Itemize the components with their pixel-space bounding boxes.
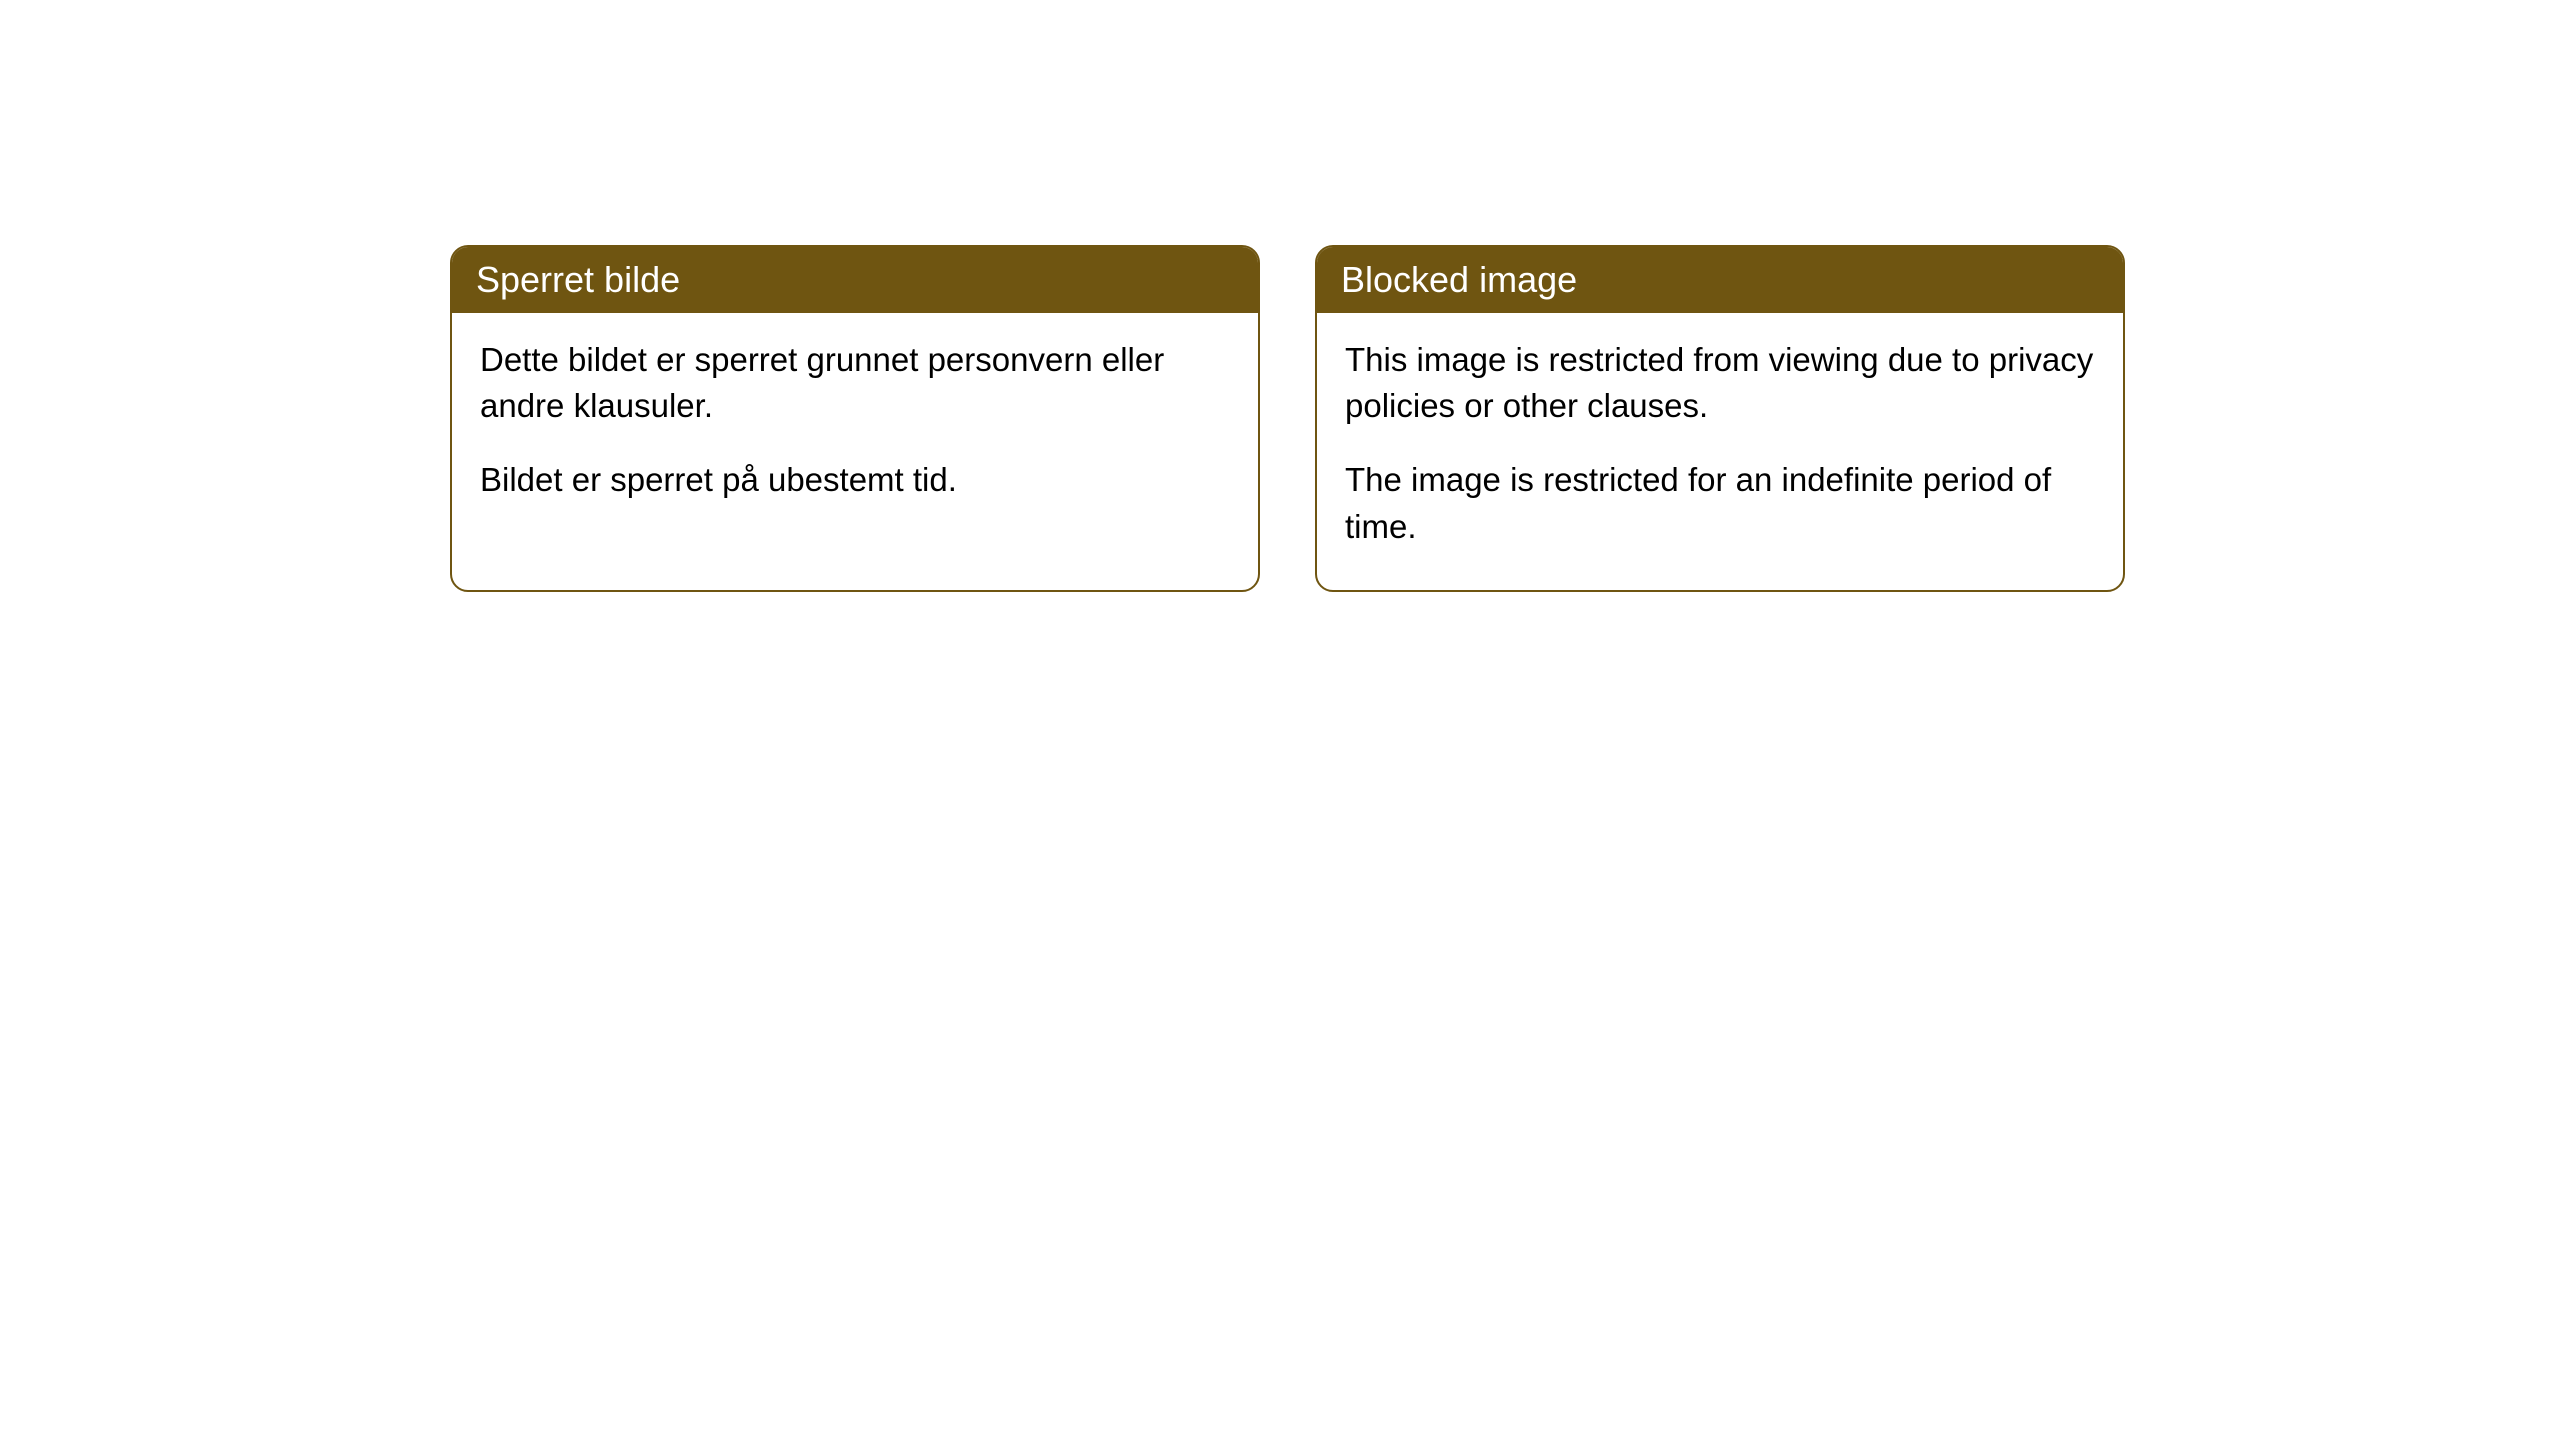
card-title-norwegian: Sperret bilde <box>476 259 680 300</box>
card-paragraph-2-english: The image is restricted for an indefinit… <box>1345 457 2095 549</box>
card-body-norwegian: Dette bildet er sperret grunnet personve… <box>452 313 1258 544</box>
card-header-english: Blocked image <box>1317 247 2123 313</box>
cards-container: Sperret bilde Dette bildet er sperret gr… <box>450 245 2125 592</box>
card-norwegian: Sperret bilde Dette bildet er sperret gr… <box>450 245 1260 592</box>
card-header-norwegian: Sperret bilde <box>452 247 1258 313</box>
card-title-english: Blocked image <box>1341 259 1577 300</box>
card-english: Blocked image This image is restricted f… <box>1315 245 2125 592</box>
card-paragraph-2-norwegian: Bildet er sperret på ubestemt tid. <box>480 457 1230 503</box>
card-body-english: This image is restricted from viewing du… <box>1317 313 2123 590</box>
card-paragraph-1-norwegian: Dette bildet er sperret grunnet personve… <box>480 337 1230 429</box>
card-paragraph-1-english: This image is restricted from viewing du… <box>1345 337 2095 429</box>
